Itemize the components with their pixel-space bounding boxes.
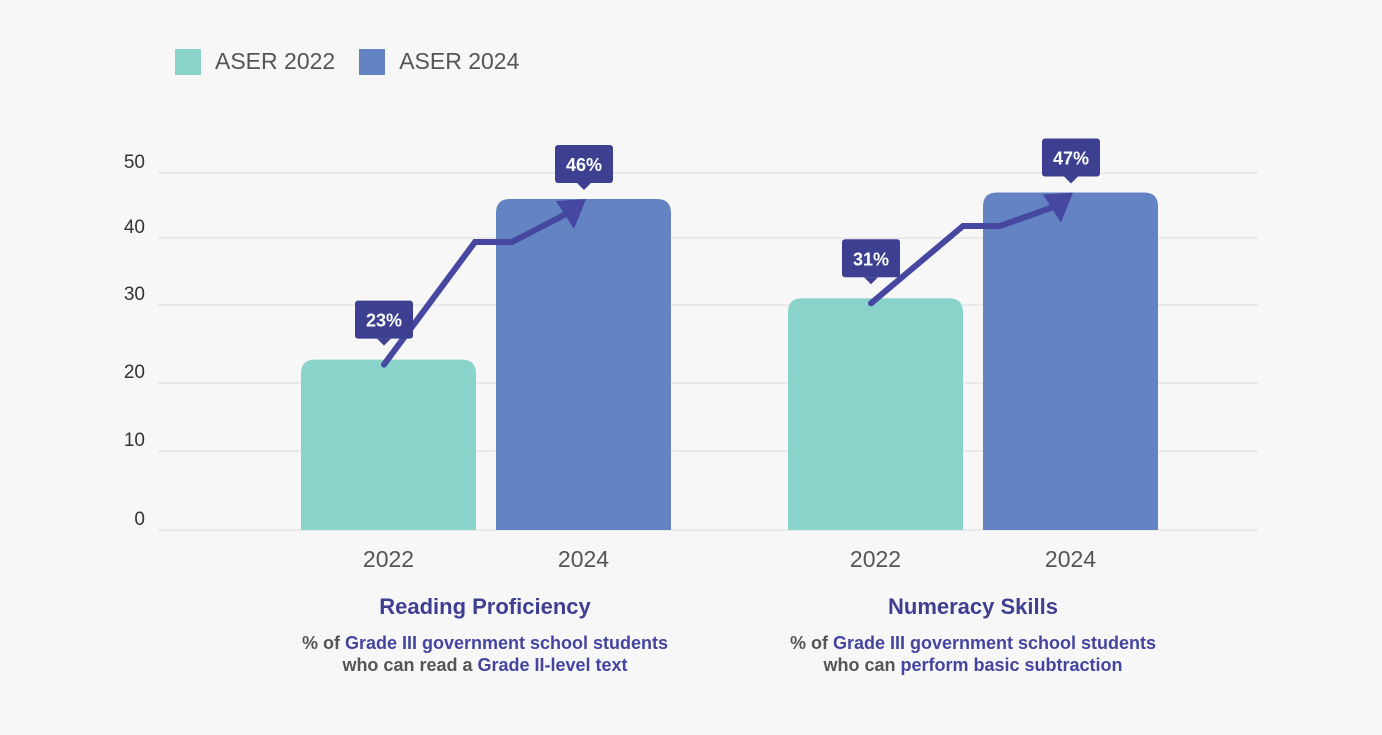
y-tick-label: 40 [124,217,145,238]
callout-pointer [1064,176,1078,184]
data-label: 23% [366,311,402,331]
data-label: 47% [1053,149,1089,169]
legend-swatch-aser-2022 [175,48,201,75]
value-callout [842,239,900,278]
arrow-head-icon [1043,192,1073,223]
legend-item-aser-2022: ASER 2022 [175,48,335,75]
value-callout [355,300,413,339]
trend-arrow-line [381,210,571,368]
legend-item-aser-2024: ASER 2024 [359,48,519,75]
y-tick-label: 0 [134,509,145,530]
x-tick-label: 2024 [1045,546,1096,572]
bar-aser-2024 [496,199,671,530]
legend: ASER 2022 ASER 2024 [175,48,543,75]
desc-highlight: Grade III government school students [344,633,669,653]
y-tick-label: 30 [124,284,145,305]
bar-aser-2022 [788,298,963,530]
x-tick-label: 2024 [558,546,609,572]
group-title-numeracy: Numeracy Skills [888,594,1058,619]
arrow-head-icon [556,199,586,229]
legend-label-aser-2024: ASER 2024 [399,48,520,74]
y-tick-label: 50 [124,152,145,173]
y-tick-label: 20 [124,362,145,383]
x-tick-label: 2022 [363,546,414,572]
bar-aser-2024 [983,192,1158,530]
group-caption-numeracy: Numeracy Skills % of Grade III governmen… [743,594,1203,676]
callout-pointer [577,183,591,190]
value-callout [1042,138,1100,177]
callout-pointer [864,277,878,285]
data-label: 46% [566,155,602,175]
desc-text: who can [823,655,901,675]
legend-swatch-aser-2024 [359,48,386,75]
desc-text: % of [789,633,833,653]
x-tick-label: 2022 [850,546,901,572]
group-caption-reading: Reading Proficiency % of Grade III gover… [255,594,715,676]
y-tick-label: 10 [124,430,145,451]
callout-pointer [377,338,391,346]
group-title-reading: Reading Proficiency [379,594,591,619]
desc-highlight: Grade III government school students [832,633,1157,653]
desc-text: % of [301,633,345,653]
data-label: 31% [853,249,889,269]
bar-aser-2022 [301,359,476,530]
desc-highlight: perform basic subtraction [900,655,1123,675]
legend-label-aser-2022: ASER 2022 [215,48,336,74]
desc-text: who can read a [342,655,478,675]
desc-highlight: Grade II-level text [477,655,628,675]
value-callout [555,145,613,183]
trend-arrow-line [868,203,1058,307]
group-desc-reading: % of Grade III government school student… [255,632,715,676]
group-desc-numeracy: % of Grade III government school student… [743,632,1203,676]
